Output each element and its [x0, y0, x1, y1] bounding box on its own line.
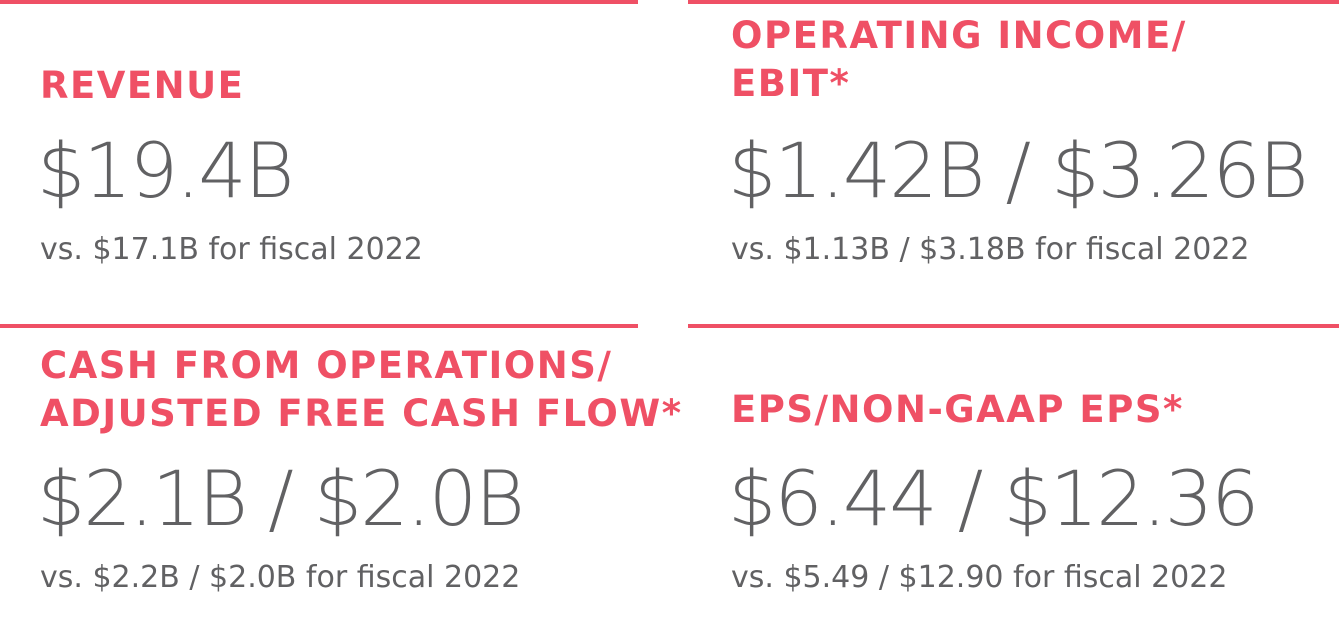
metric-label: CASH FROM OPERATIONS/ ADJUSTED FREE CASH…: [40, 342, 683, 438]
divider-rule: [688, 0, 1339, 4]
metric-card-eps: EPS/NON-GAAP EPS* $6.44 / $12.36 vs. $5.…: [688, 324, 1339, 624]
metric-label-line: EBIT*: [731, 62, 851, 105]
divider-rule: [0, 324, 638, 328]
metric-label-line: EPS/NON-GAAP EPS*: [731, 388, 1184, 431]
divider-rule: [0, 0, 638, 4]
metric-card-operating-income: OPERATING INCOME/ EBIT* $1.42B / $3.26B …: [688, 0, 1339, 300]
metric-label-line: ADJUSTED FREE CASH FLOW*: [40, 392, 683, 435]
metric-card-revenue: REVENUE $19.4B vs. $17.1B for fiscal 202…: [0, 0, 640, 300]
divider-rule: [688, 324, 1339, 328]
metric-value: $6.44 / $12.36: [728, 454, 1259, 543]
metric-label: OPERATING INCOME/ EBIT*: [731, 12, 1187, 108]
metric-label-line: CASH FROM OPERATIONS/: [40, 344, 613, 387]
metric-label-line: REVENUE: [40, 64, 245, 107]
metric-value: $2.1B / $2.0B: [37, 454, 525, 543]
metric-value: $19.4B: [37, 126, 294, 215]
metric-comparison: vs. $17.1B for fiscal 2022: [40, 232, 423, 267]
metric-label: EPS/NON-GAAP EPS*: [731, 386, 1184, 434]
metric-card-cash-from-operations: CASH FROM OPERATIONS/ ADJUSTED FREE CASH…: [0, 324, 681, 624]
metric-comparison: vs. $1.13B / $3.18B for fiscal 2022: [731, 232, 1250, 267]
metric-label-line: OPERATING INCOME/: [731, 14, 1187, 57]
metric-comparison: vs. $5.49 / $12.90 for fiscal 2022: [731, 560, 1228, 595]
metric-label: REVENUE: [40, 62, 244, 110]
metric-comparison: vs. $2.2B / $2.0B for fiscal 2022: [40, 560, 521, 595]
metric-value: $1.42B / $3.26B: [728, 126, 1309, 215]
